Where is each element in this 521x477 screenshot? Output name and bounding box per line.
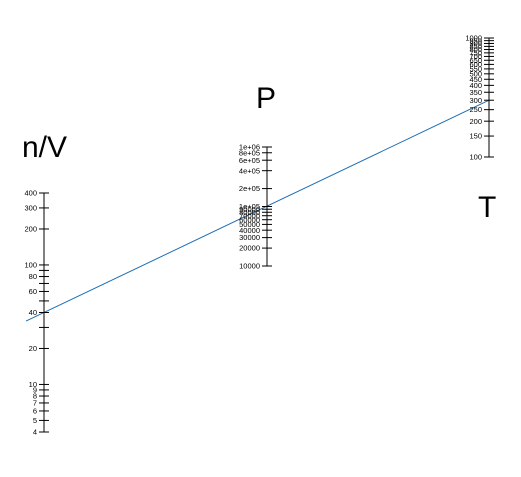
nv-tick-label: 10 [29, 380, 37, 389]
nv-tick-label: 6 [33, 407, 37, 416]
p-tick-label: 20000 [239, 244, 260, 253]
t-tick-label: 650 [469, 56, 482, 65]
t-tick-label: 850 [469, 42, 482, 51]
nv-tick-label: 100 [24, 261, 37, 270]
p-tick-label: 1e+05 [239, 202, 260, 211]
p-tick-label: 60000 [239, 215, 260, 224]
p-scale: P 10000 20000 3000040000500006000070000800… [239, 82, 276, 271]
p-tick-label: 8e+05 [239, 148, 260, 157]
t-scale: T 100 150 200 25030035040045050055060065070… [465, 34, 496, 224]
t-tick-label: 950 [469, 36, 482, 45]
nv-tick-label: 5 [33, 416, 37, 425]
nv-tick-label: 20 [29, 344, 37, 353]
t-tick-label: 350 [469, 88, 482, 97]
t-tick-label: 750 [469, 48, 482, 57]
t-tick-label: 550 [469, 64, 482, 73]
t-tick-label: 900 [469, 39, 482, 48]
nv-tick-label: 4 [33, 428, 37, 437]
nv-tick-label: 60 [29, 287, 37, 296]
p-tick-label: 80000 [239, 208, 260, 217]
p-ticks: 10000 20000 300004000050000600007000080000… [239, 143, 272, 271]
p-tick-label: 10000 [239, 262, 260, 271]
t-tick-label: 400 [469, 81, 482, 90]
nv-tick-label: 8 [33, 392, 37, 401]
p-tick-label: 40000 [239, 226, 260, 235]
p-tick-label: 4e+05 [239, 166, 260, 175]
nv-tick-label: 7 [33, 399, 37, 408]
t-ticks: 100 150 200 2503003504004505005506006507007… [465, 34, 494, 162]
t-tick-label: 1000 [465, 34, 482, 43]
t-tick-label: 800 [469, 45, 482, 54]
isopleth-layer [25, 99, 490, 322]
t-tick-label: 250 [469, 105, 482, 114]
p-tick-label: 30000 [239, 233, 260, 242]
t-tick-label: 600 [469, 60, 482, 69]
isopleth-line [25, 99, 490, 322]
t-tick-label: 150 [469, 132, 482, 141]
t-tick-label: 200 [469, 117, 482, 126]
nv-tick-label: 9 [33, 386, 37, 395]
nv-tick-label: 200 [24, 225, 37, 234]
t-tick-label: 500 [469, 69, 482, 78]
p-tick-label: 1e+06 [239, 143, 260, 152]
p-tick-label: 70000 [239, 211, 260, 220]
nv-tick-label: 80 [29, 272, 37, 281]
t-tick-label: 450 [469, 75, 482, 84]
p-tick-label: 90000 [239, 205, 260, 214]
t-tick-label: 100 [469, 153, 482, 162]
t-tick-label: 300 [469, 96, 482, 105]
nv-tick-label: 40 [29, 308, 37, 317]
p-tick-label: 6e+05 [239, 156, 260, 165]
p-axis-title: P [256, 82, 276, 115]
t-axis-title: T [478, 191, 496, 224]
p-tick-label: 2e+05 [239, 184, 260, 193]
t-tick-label: 700 [469, 52, 482, 61]
nv-tick-label: 300 [24, 204, 37, 213]
p-tick-label: 50000 [239, 220, 260, 229]
nv-tick-label: 400 [24, 189, 37, 198]
nv-axis-title: n/V [22, 131, 67, 164]
